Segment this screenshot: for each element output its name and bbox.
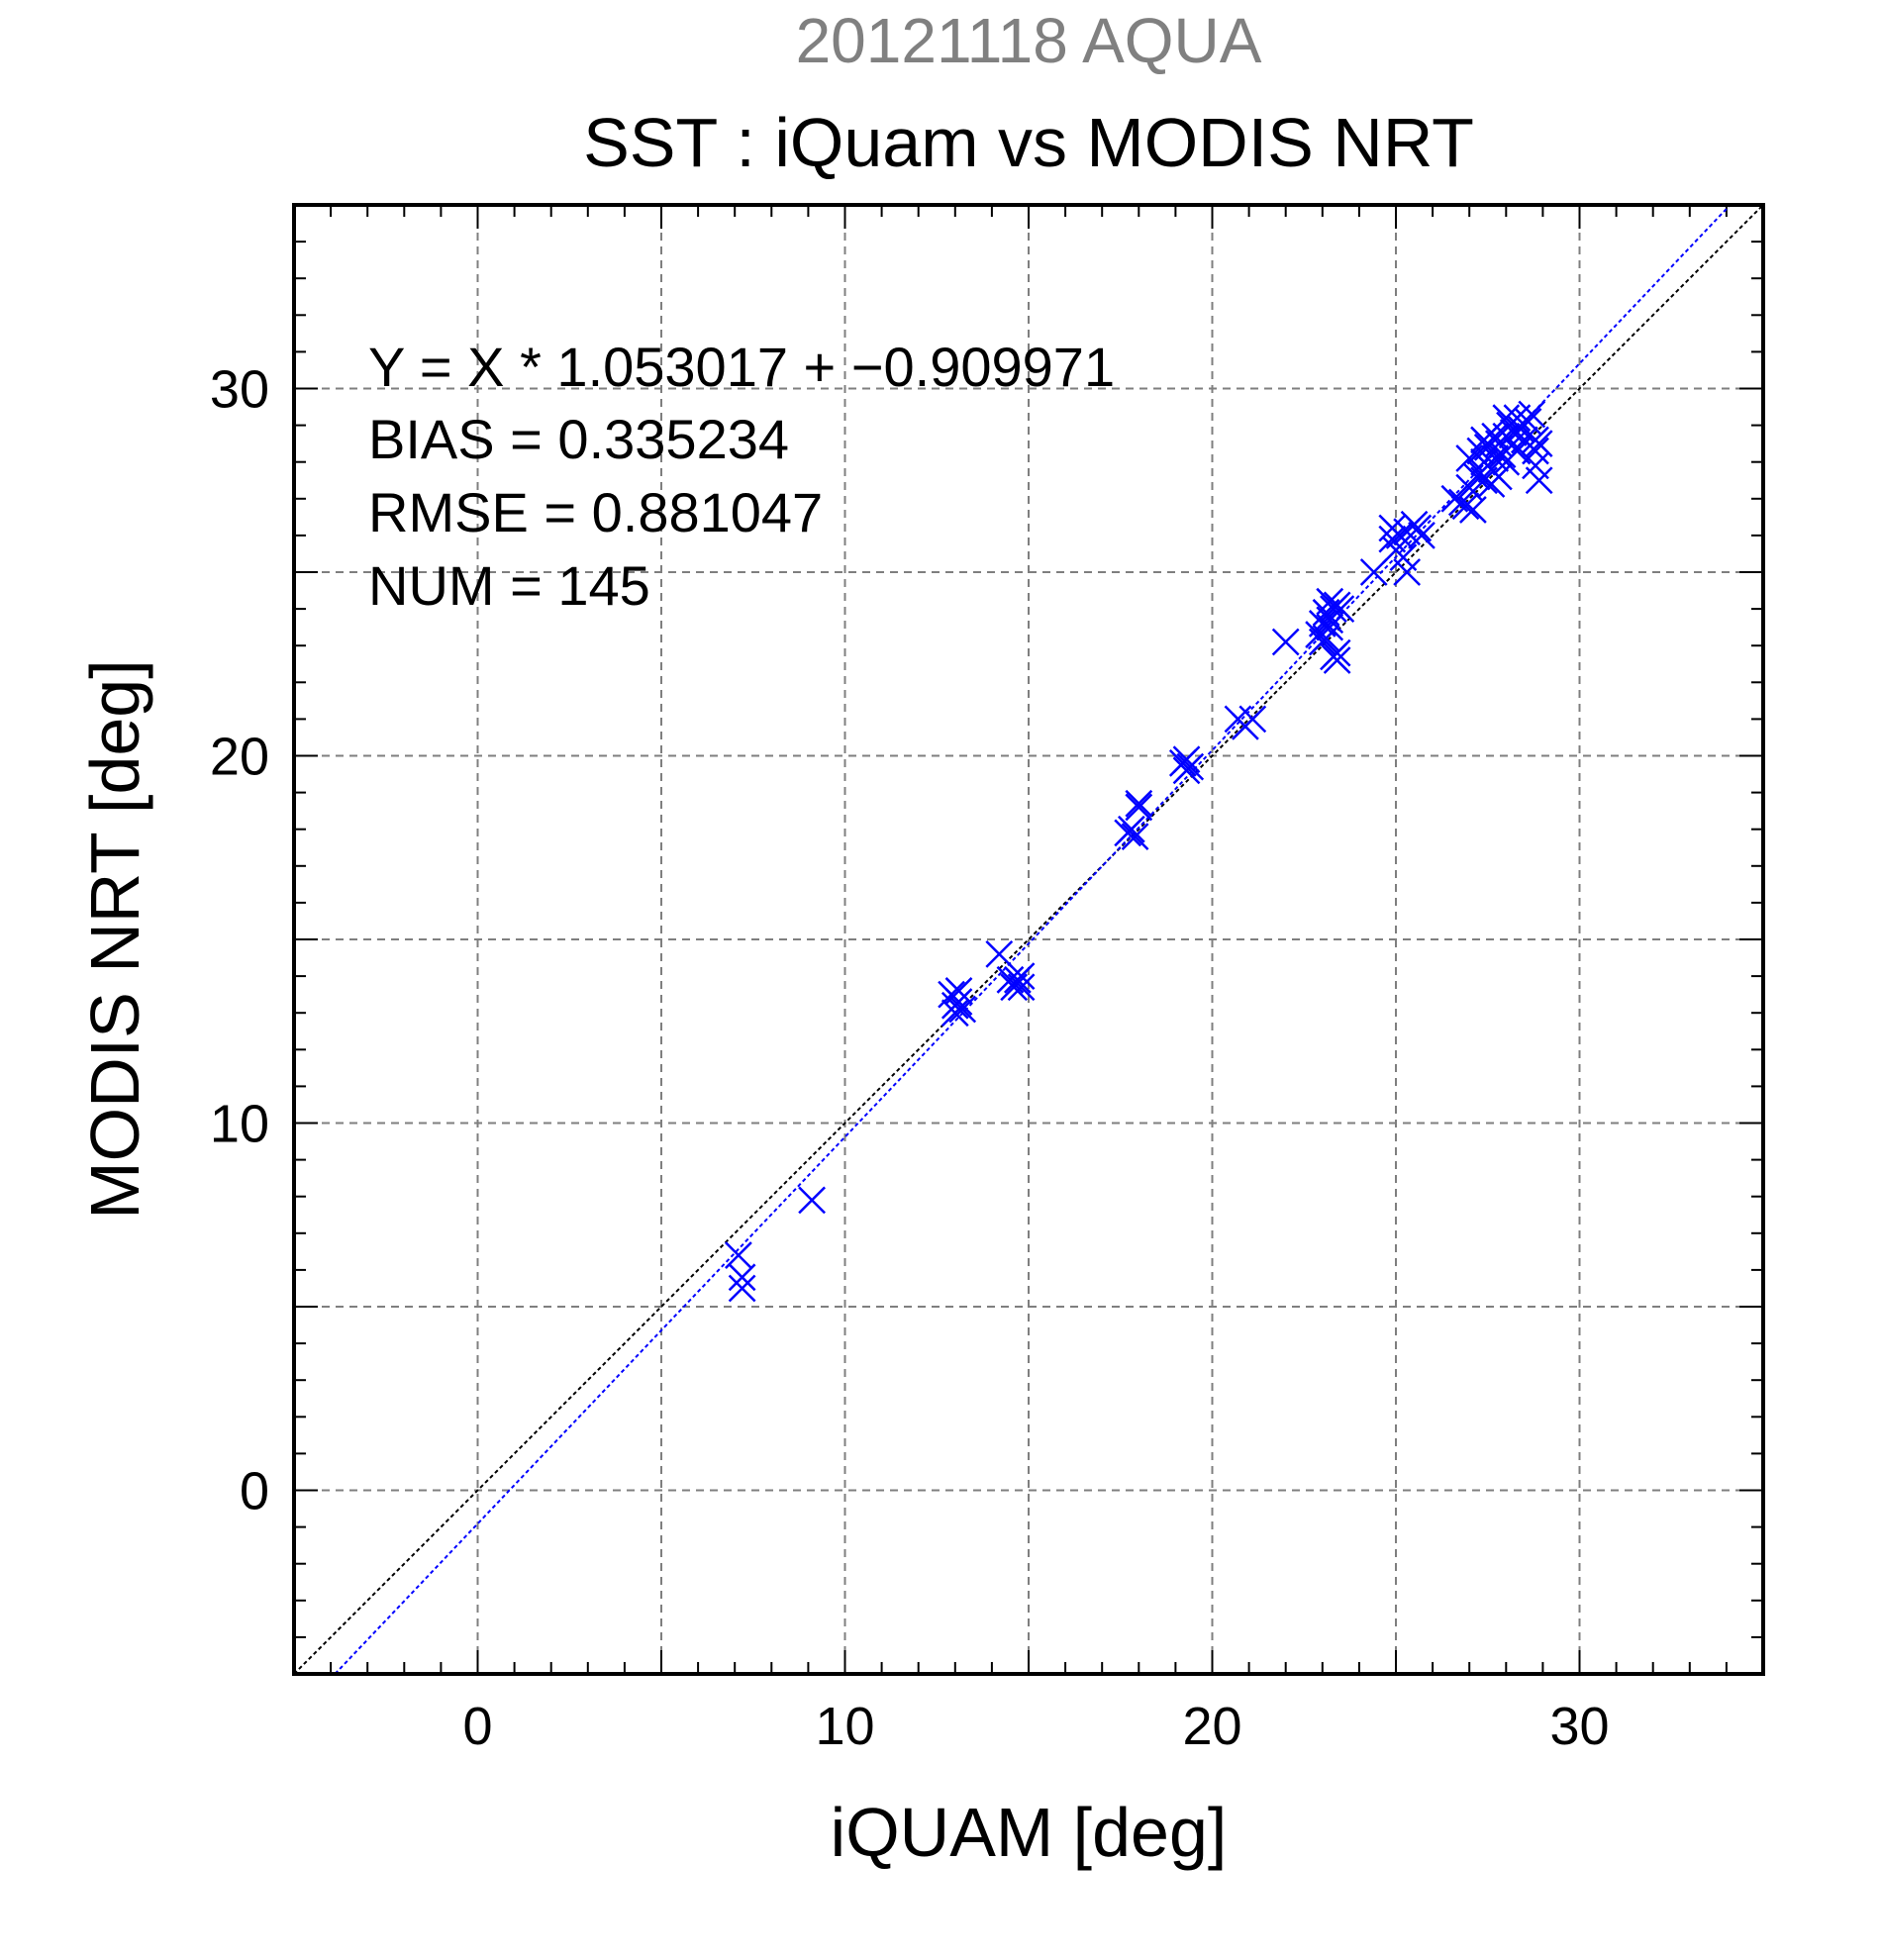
data-point bbox=[1518, 400, 1546, 429]
stats-bias: BIAS = 0.335234 bbox=[368, 408, 789, 470]
data-point bbox=[985, 939, 1014, 968]
data-point bbox=[1176, 752, 1205, 781]
data-points bbox=[725, 400, 1553, 1303]
y-tick-label: 10 bbox=[210, 1095, 269, 1154]
chart-date-title: 20121118 AQUA bbox=[796, 5, 1262, 76]
data-point bbox=[1117, 815, 1145, 843]
data-point bbox=[1238, 705, 1267, 734]
y-tick-label: 20 bbox=[210, 728, 269, 787]
y-tick-label: 0 bbox=[240, 1462, 269, 1521]
data-point bbox=[1393, 558, 1422, 586]
x-tick-labels: 0 10 20 30 bbox=[462, 1697, 1609, 1756]
data-point bbox=[1408, 522, 1436, 549]
data-point bbox=[948, 995, 977, 1024]
data-point bbox=[728, 1263, 756, 1292]
data-point bbox=[1003, 965, 1032, 994]
data-point bbox=[1378, 525, 1407, 553]
data-point bbox=[1271, 628, 1300, 656]
x-tick-label: 10 bbox=[815, 1697, 874, 1756]
data-point bbox=[1312, 624, 1340, 652]
data-point bbox=[1481, 422, 1510, 450]
data-point bbox=[1007, 973, 1036, 1002]
data-point bbox=[1514, 408, 1542, 436]
data-point bbox=[1327, 595, 1355, 623]
data-point bbox=[1125, 793, 1153, 822]
stats-block: Y = X * 1.053017 + −0.909971 BIAS = 0.33… bbox=[368, 336, 1115, 617]
data-point bbox=[1525, 466, 1553, 495]
data-point bbox=[1459, 496, 1487, 524]
data-point bbox=[1323, 638, 1351, 667]
data-point bbox=[944, 988, 973, 1016]
data-point bbox=[1316, 613, 1344, 641]
data-point bbox=[1359, 558, 1388, 586]
regression-line bbox=[334, 204, 1732, 1675]
y-tick-label: 30 bbox=[210, 360, 269, 420]
data-point bbox=[1525, 430, 1553, 458]
fit-lines bbox=[293, 204, 1764, 1675]
grid-lines bbox=[294, 205, 1763, 1674]
data-point bbox=[1522, 437, 1549, 465]
data-point bbox=[728, 1274, 756, 1303]
data-point bbox=[1125, 789, 1153, 818]
data-point bbox=[944, 977, 973, 1005]
data-point bbox=[1404, 514, 1433, 542]
plot-frame bbox=[292, 203, 1765, 1676]
x-tick-label: 30 bbox=[1549, 1697, 1609, 1756]
data-point bbox=[1172, 745, 1201, 774]
data-point bbox=[798, 1186, 826, 1215]
stats-num: NUM = 145 bbox=[368, 554, 650, 617]
x-tick-label: 0 bbox=[462, 1697, 492, 1756]
y-axis-label: MODIS NRT [deg] bbox=[76, 659, 153, 1219]
data-point bbox=[1451, 492, 1480, 521]
stats-rmse: RMSE = 0.881047 bbox=[368, 481, 823, 543]
y-tick-labels: 0 10 20 30 bbox=[210, 360, 269, 1521]
data-point bbox=[1121, 823, 1149, 851]
data-point bbox=[1323, 646, 1351, 674]
x-axis-label: iQUAM [deg] bbox=[831, 1794, 1228, 1871]
x-tick-label: 20 bbox=[1182, 1697, 1241, 1756]
stats-equation: Y = X * 1.053017 + −0.909971 bbox=[368, 336, 1115, 398]
chart-title: SST : iQuam vs MODIS NRT bbox=[583, 104, 1474, 181]
